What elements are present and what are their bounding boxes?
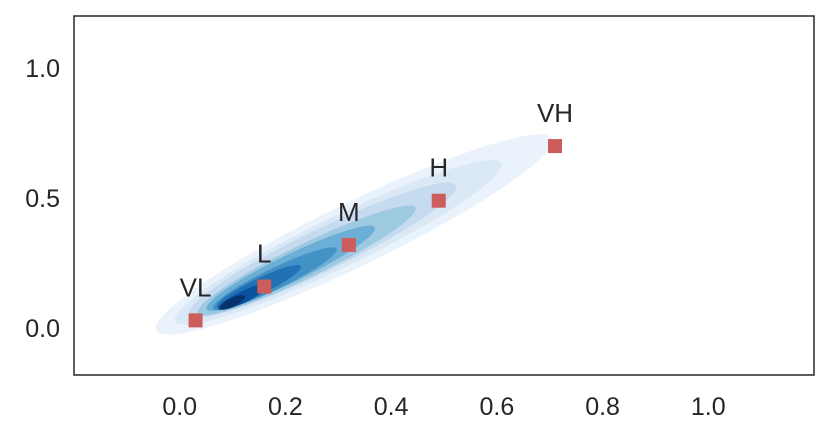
x-tick-label: 0.2 (268, 393, 303, 421)
plot-frame (73, 15, 815, 376)
data-points (188, 139, 562, 328)
point-label-h: H (429, 153, 448, 183)
density-contours (155, 134, 553, 335)
x-tick-label: 0.8 (585, 393, 620, 421)
y-tick-label: 0.5 (25, 185, 60, 213)
point-h (431, 193, 446, 208)
x-axis-ticks: 0.0 0.2 0.4 0.6 0.8 1.0 (162, 393, 725, 421)
x-tick-label: 1.0 (691, 393, 726, 421)
point-label-vh: VH (537, 98, 573, 128)
point-labels: VL L M H VH (180, 98, 573, 302)
y-tick-label: 0.0 (25, 315, 60, 343)
x-tick-label: 0.0 (162, 393, 197, 421)
point-label-m: M (338, 197, 360, 227)
point-vl (188, 313, 203, 328)
x-tick-label: 0.4 (374, 393, 409, 421)
x-tick-label: 0.6 (479, 393, 514, 421)
point-label-l: L (257, 239, 271, 269)
density-contour-8 (220, 295, 246, 310)
y-tick-label: 1.0 (25, 55, 60, 83)
point-vh (548, 139, 562, 154)
point-label-vl: VL (180, 272, 212, 302)
point-m (341, 237, 356, 252)
point-l (257, 279, 272, 294)
y-axis-ticks: 0.0 0.5 1.0 (25, 55, 60, 343)
